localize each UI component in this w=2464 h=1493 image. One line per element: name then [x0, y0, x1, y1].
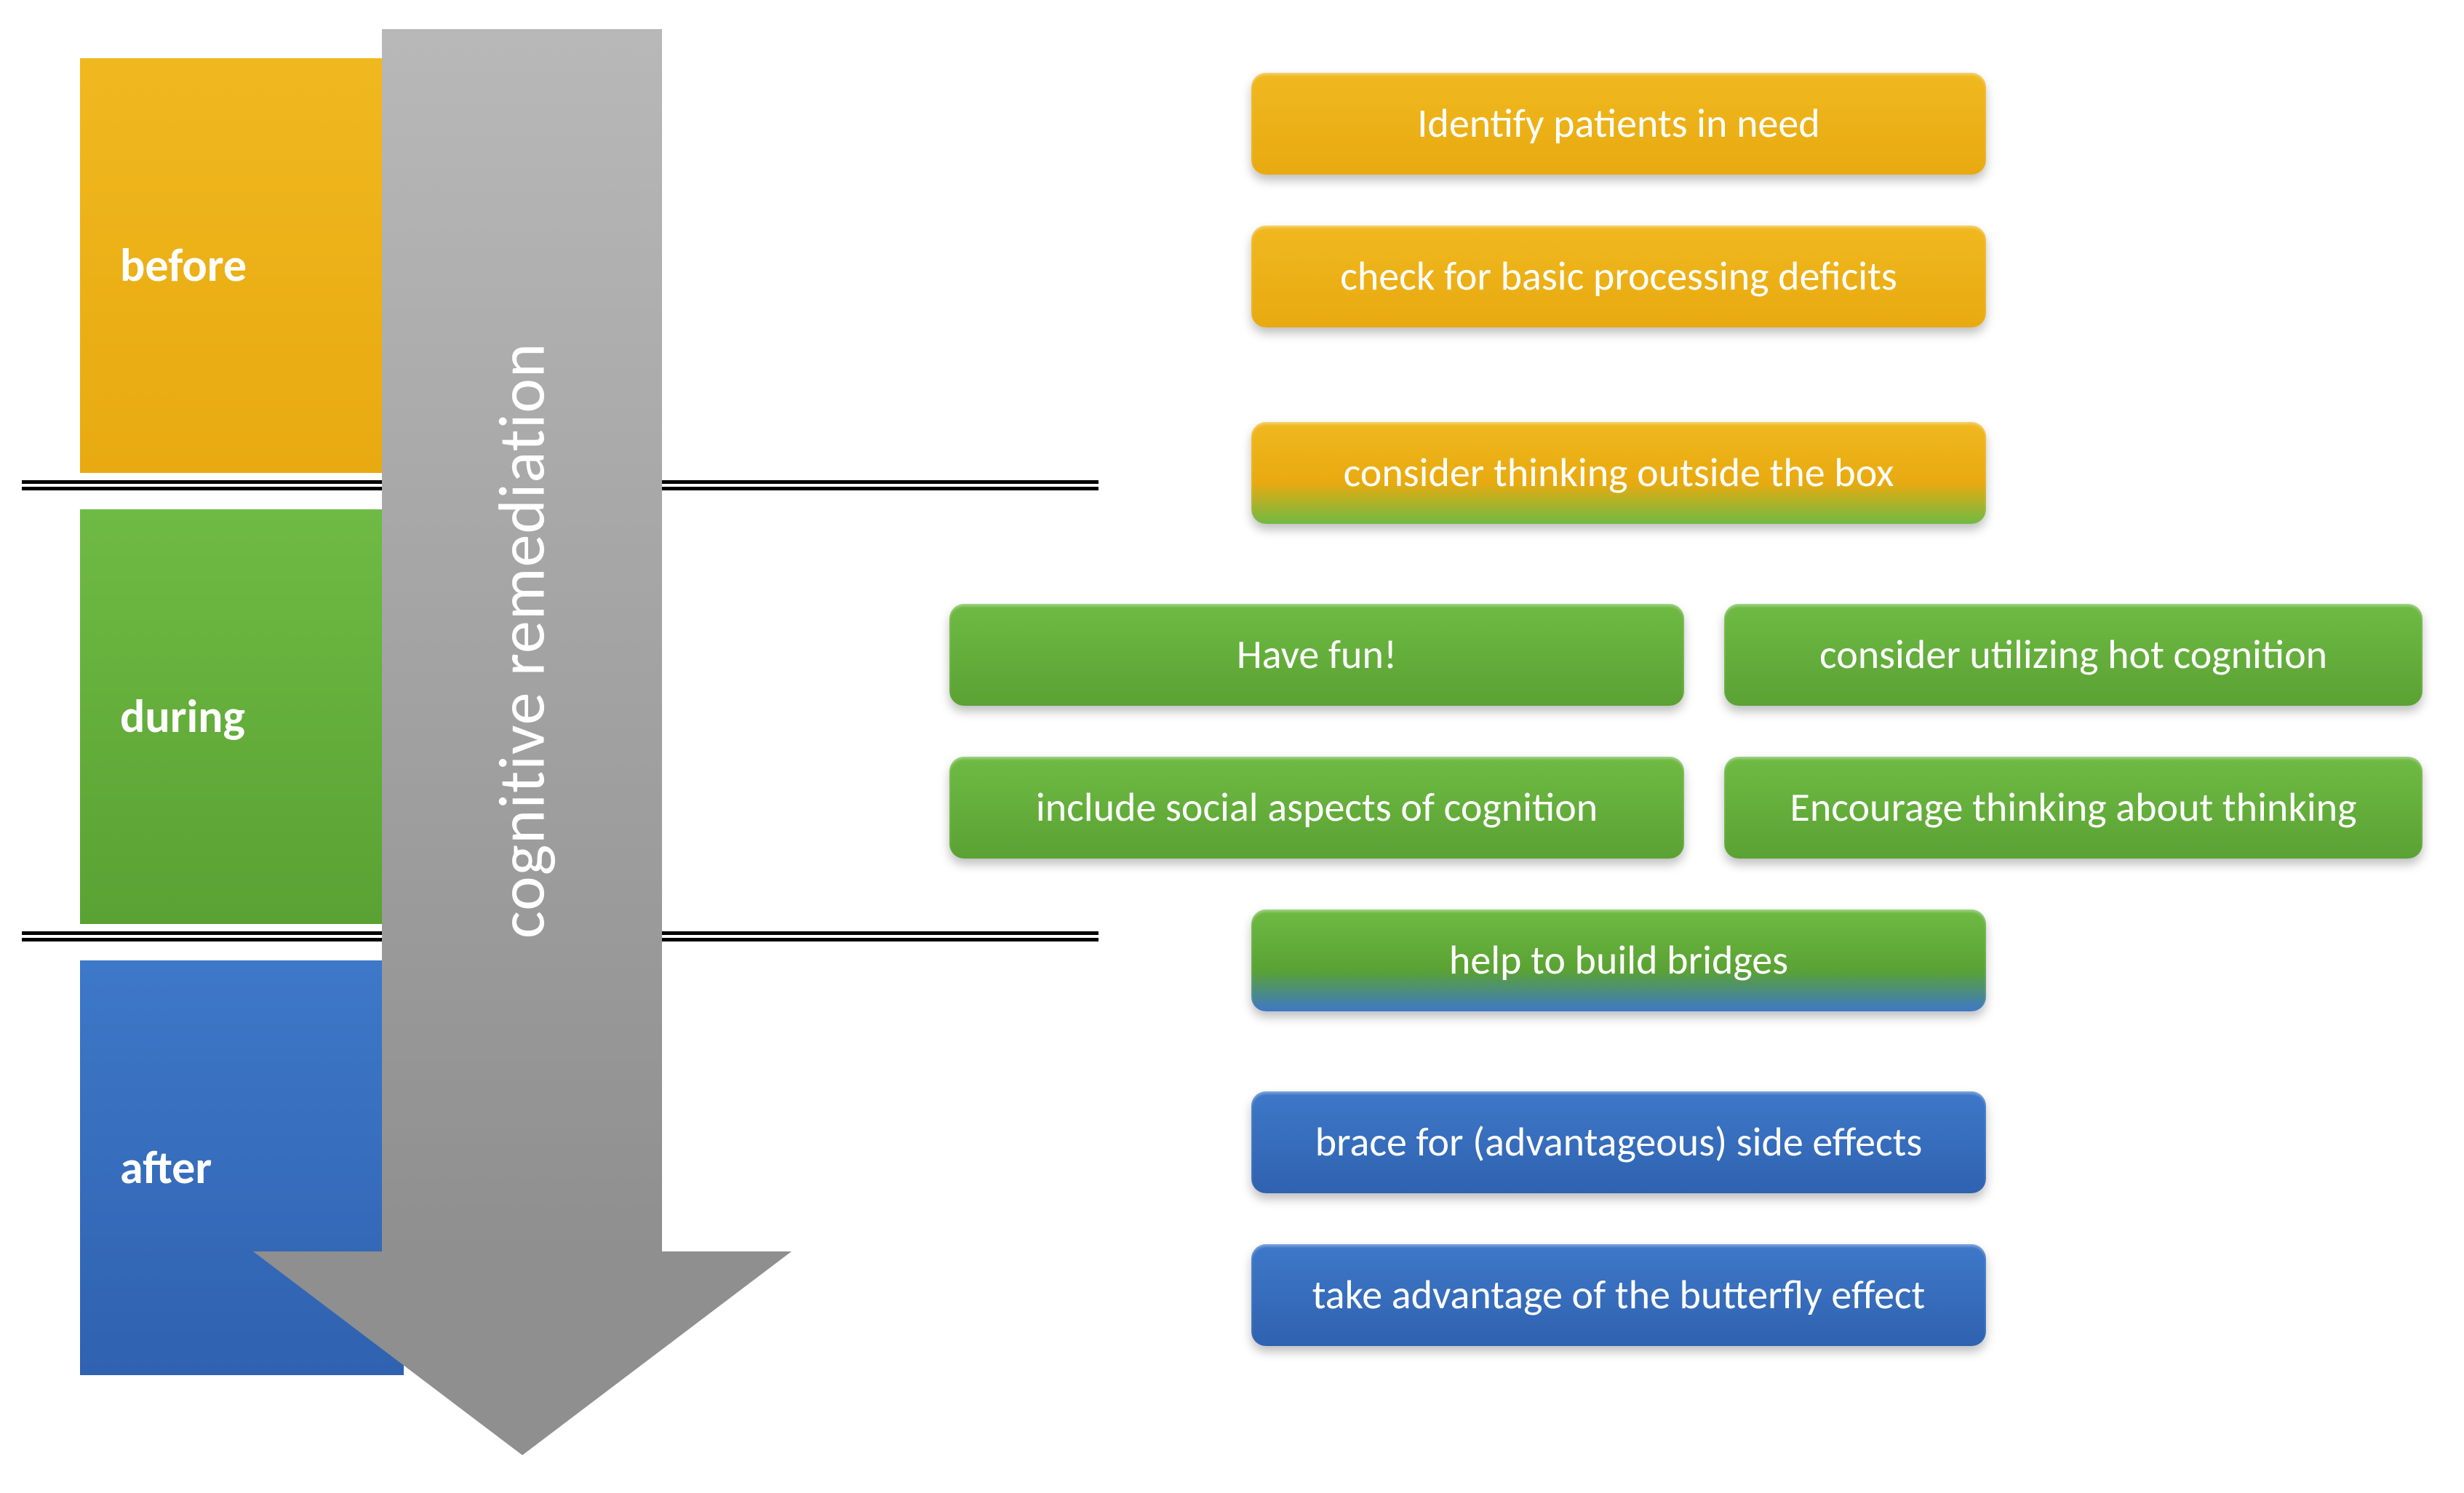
arrow-head	[253, 1251, 792, 1455]
pill-label-p5: consider utilizing hot cognition	[1819, 630, 2327, 680]
pill-p6: include social aspects of cognition	[949, 757, 1684, 859]
pill-label-p3: consider thinking outside the box	[1344, 448, 1894, 498]
arrow-label: cognitive remediation	[382, 29, 662, 1251]
pill-label-p2: check for basic processing deficits	[1340, 252, 1897, 301]
stage-box-before: before	[80, 58, 404, 473]
pill-label-p1: Identify patients in need	[1417, 99, 1819, 148]
pill-p1: Identify patients in need	[1251, 73, 1986, 175]
stage-label-before: before	[120, 237, 247, 294]
pill-label-p10: take advantage of the butterfly effect	[1312, 1270, 1926, 1320]
pill-label-p9: brace for (advantageous) side effects	[1315, 1118, 1923, 1167]
pill-p7: Encourage thinking about thinking	[1724, 757, 2423, 859]
pill-label-p4: Have fun!	[1237, 630, 1397, 680]
pill-label-p8: help to build bridges	[1449, 936, 1788, 985]
stage-box-during: during	[80, 509, 404, 924]
pill-p10: take advantage of the butterfly effect	[1251, 1244, 1986, 1346]
pill-p4: Have fun!	[949, 604, 1684, 706]
pill-p5: consider utilizing hot cognition	[1724, 604, 2423, 706]
pill-p3: consider thinking outside the box	[1251, 422, 1986, 524]
pill-p8: help to build bridges	[1251, 909, 1986, 1011]
pill-label-p7: Encourage thinking about thinking	[1790, 783, 2357, 832]
stage-label-during: during	[120, 688, 245, 745]
stage-label-after: after	[120, 1139, 212, 1196]
pill-p2: check for basic processing deficits	[1251, 226, 1986, 327]
pill-p9: brace for (advantageous) side effects	[1251, 1091, 1986, 1193]
pill-label-p6: include social aspects of cognition	[1036, 783, 1598, 832]
